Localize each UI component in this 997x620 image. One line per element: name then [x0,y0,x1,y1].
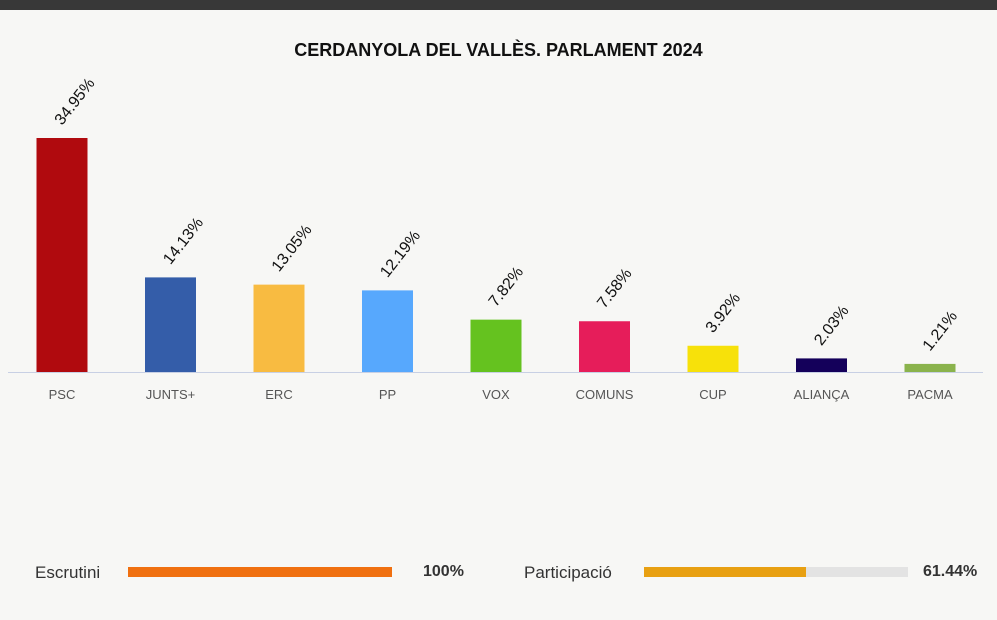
top-bar [0,0,997,10]
bar-comuns [579,321,630,372]
bar-value-label: 7.58% [594,265,635,311]
bar-value-label: 12.19% [377,228,424,281]
bar-value-label: 3.92% [703,290,744,336]
bar-chart: 34.95% PSC 14.13% JUNTS+ 13.05% ERC 12.19% PP 7.… [8,75,983,402]
bar-vox [470,319,522,372]
x-tick-label: PP [379,387,396,402]
bar-value-label: 7.82% [486,264,527,310]
x-tick-label: PACMA [907,387,953,402]
bar-pacma [904,363,956,372]
participacio-progress-fill [644,567,807,577]
bar-psc [36,138,88,372]
x-tick-label: ERC [265,387,292,402]
x-tick-label: COMUNS [576,387,634,402]
chart-title: CERDANYOLA DEL VALLÈS. PARLAMENT 2024 [294,40,703,60]
bar-value-label: 14.13% [160,215,207,268]
bar-value-label: 13.05% [269,222,316,275]
bar-value-label: 1.21% [920,308,961,354]
escrutini-label: Escrutini [35,563,101,582]
escrutini-progress-fill [128,567,392,577]
escrutini-value: 100% [423,563,464,580]
bar-value-label: 34.95% [52,75,99,128]
x-tick-label: JUNTS+ [146,387,195,402]
participacio-value: 61.44% [923,563,978,580]
bar-alian-a [796,358,847,372]
x-tick-label: VOX [482,387,510,402]
x-tick-label: ALIANÇA [794,387,850,402]
participacio-progress-bar [644,567,908,577]
x-tick-label: PSC [49,387,76,402]
participacio-label: Participació [524,563,612,582]
bar-junts [145,277,196,372]
x-tick-label: CUP [699,387,726,402]
bar-erc [253,284,305,372]
bar-cup [687,345,739,372]
bar-value-label: 2.03% [811,303,852,349]
escrutini-progress-bar [128,567,392,577]
bar-pp [362,290,413,372]
